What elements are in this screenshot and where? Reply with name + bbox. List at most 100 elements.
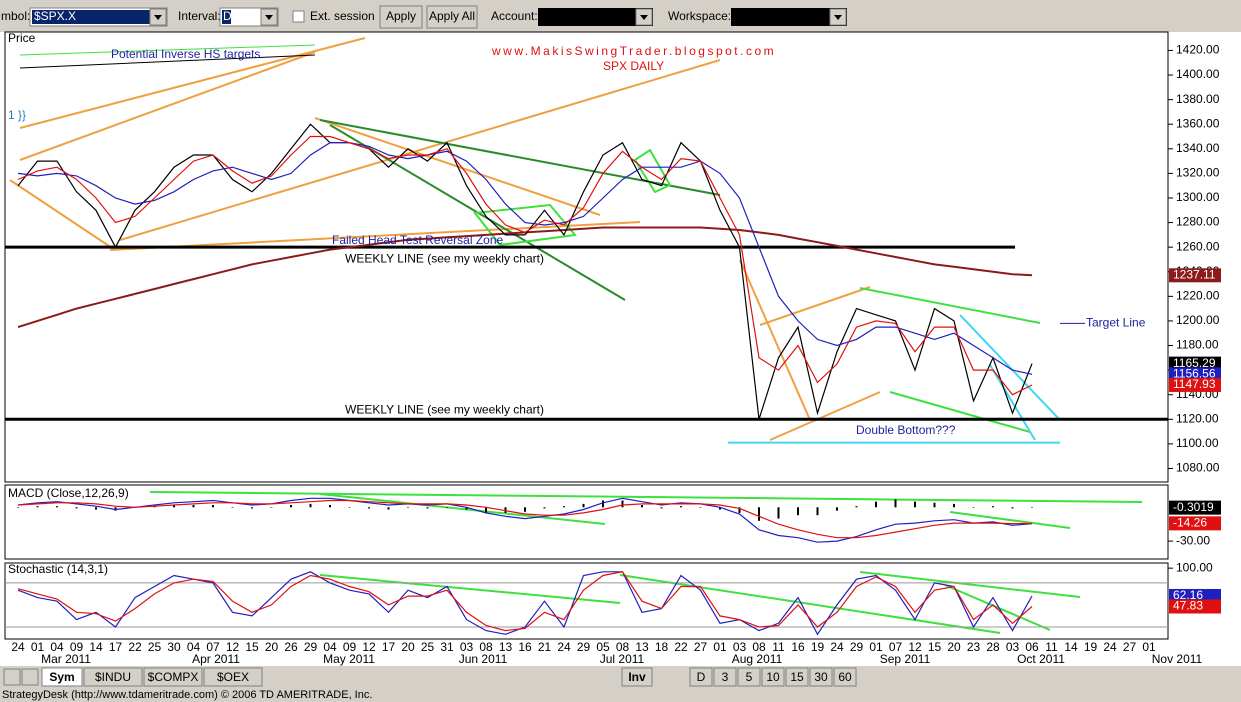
x-tick-label: 04 [323,640,337,654]
ext-session-checkbox[interactable] [292,10,305,23]
interval-tab-label[interactable]: Inv [628,670,646,684]
symbol-tab[interactable] [41,667,83,687]
interval-tab-label[interactable]: 30 [814,670,828,684]
x-tick-label: 29 [850,640,864,654]
month-label: Apr 2011 [192,652,240,666]
x-tick-label: 30 [167,640,181,654]
x-tick-label: 07 [889,640,903,654]
x-tick-label: 17 [109,640,123,654]
macd-histogram-bar [797,507,799,516]
x-tick-label: 01 [1142,640,1156,654]
last-value-label: 1147.93 [1173,377,1216,391]
macd-histogram-bar [407,507,409,508]
apply-label[interactable]: Apply [386,9,416,23]
account-select[interactable] [538,8,653,26]
macd-histogram-bar [641,505,643,508]
interval-tab-label[interactable]: 60 [838,670,852,684]
last-value-label: 47.83 [1173,599,1203,613]
macd-histogram-bar [329,505,331,508]
macd-histogram-bar [582,503,585,508]
status-text: StrategyDesk (http://www.tdameritrade.co… [2,689,372,701]
x-tick-label: 08 [479,640,493,654]
symbol-tab[interactable] [83,667,143,687]
macd-histogram-bar [368,507,370,509]
interval-tab[interactable] [833,667,857,687]
x-tick-label: 18 [655,640,669,654]
symbol-value[interactable]: $SPX.X [34,9,76,23]
panel-title: MACD (Close,12,26,9) [8,486,129,500]
interval-tab-label[interactable]: 15 [790,670,804,684]
annotation: 1 }} [8,108,26,122]
x-tick-label: 23 [967,640,981,654]
macd-histogram-bar [446,507,448,508]
last-value-box [1169,367,1221,382]
interval-tab[interactable] [785,667,809,687]
macd-histogram-bar [192,505,195,508]
interval-tab-label[interactable]: 3 [722,670,729,684]
interval-value[interactable]: D [223,9,232,23]
apply-all-button[interactable] [426,5,478,29]
interval-tab[interactable] [737,667,761,687]
symbol-tab-label[interactable]: $COMPX [148,670,199,684]
y-tick-label: 1260.00 [1176,239,1220,253]
interval-tab[interactable] [689,667,713,687]
interval-tab-label[interactable]: D [697,670,706,684]
x-tick-label: 15 [928,640,942,654]
symbol-tab[interactable] [143,667,203,687]
interval-tab[interactable] [713,667,737,687]
last-value-box [1169,377,1221,392]
x-tick-label: 24 [11,640,25,654]
y-tick-label: 100.00 [1176,560,1213,574]
macd-histogram-bar [270,507,273,508]
macd-histogram-bar [485,507,487,513]
x-tick-label: 22 [128,640,142,654]
macd-panel [4,484,1169,560]
x-tick-label: 22 [674,640,688,654]
macd-histogram-bar [543,507,546,509]
apply-all-label[interactable]: Apply All [429,9,475,23]
workspace-label: Workspace: [668,9,731,23]
x-tick-label: 06 [1025,640,1039,654]
symbol-tab-label[interactable]: $OEX [217,670,249,684]
interval-tab[interactable] [761,667,785,687]
macd-histogram-bar [894,499,897,508]
annotation: www.MakisSwingTrader.blogspot.com [491,44,776,58]
x-tick-label: 26 [284,640,298,654]
macd-histogram-bar [914,501,916,508]
series-line [17,135,1033,396]
arrow-icon [265,15,273,20]
y-tick-label: 1180.00 [1176,338,1219,352]
symbol-tab-label[interactable]: Sym [49,670,74,684]
last-value-box [1169,516,1221,531]
x-tick-label: 27 [694,640,708,654]
symbol-tab-label[interactable]: $INDU [95,670,131,684]
macd-histogram-bar [17,507,19,508]
x-tick-label: 17 [382,640,396,654]
x-tick-label: 09 [343,640,357,654]
macd-histogram-bar [719,507,721,510]
interval-tab-label[interactable]: 5 [746,670,753,684]
scroll-right[interactable] [21,668,39,686]
macd-histogram-bar [563,506,565,508]
apply-button[interactable] [379,5,423,29]
workspace-select[interactable] [731,8,847,26]
x-tick-label: 21 [538,640,552,654]
macd-histogram-bar [75,507,78,509]
interval-tab[interactable] [621,667,653,687]
macd-histogram-bar [95,507,97,510]
interval-tab-label[interactable]: 10 [766,670,780,684]
x-tick-label: 09 [70,640,84,654]
account-label: Account: [491,9,538,23]
scroll-left[interactable] [3,668,21,686]
symbol-tab[interactable] [203,667,263,687]
macd-histogram-bar [953,503,955,508]
x-tick-label: 25 [421,640,435,654]
interval-tab[interactable] [809,667,833,687]
month-label: Sep 2011 [880,652,931,666]
ext-session-label[interactable]: Ext. session [310,9,375,23]
macd-histogram-bar [231,507,234,508]
x-tick-label: 24 [557,640,571,654]
x-tick-label: 31 [440,640,454,654]
